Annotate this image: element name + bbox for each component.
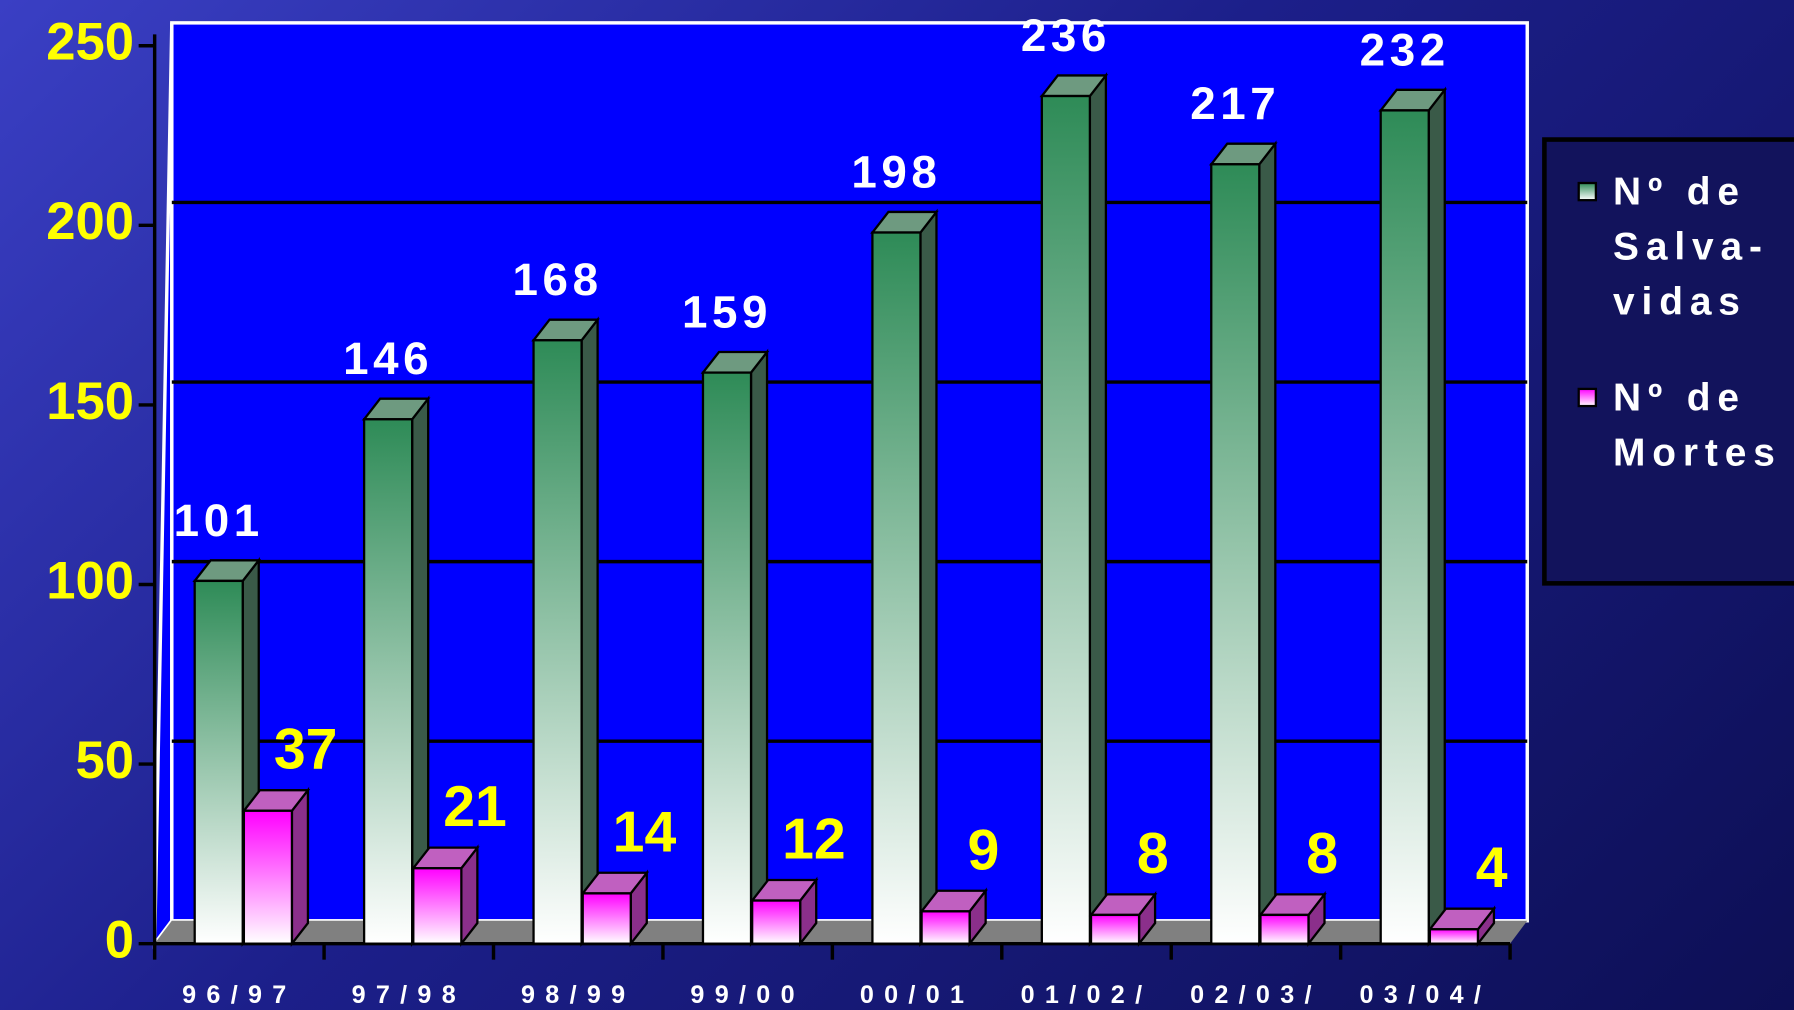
bar-front <box>1428 928 1480 945</box>
bar-front <box>581 892 632 945</box>
value-label: 159 <box>682 286 772 337</box>
bar-front <box>1379 109 1430 945</box>
bar <box>1208 140 1278 947</box>
value-label: 198 <box>851 146 941 197</box>
y-tick-label: 150 <box>46 372 134 431</box>
x-tick-label: 02/03/ <box>1190 981 1322 1009</box>
bar <box>192 556 262 947</box>
bar <box>1039 72 1109 947</box>
y-tick-label: 0 <box>105 911 134 970</box>
value-label: 101 <box>174 495 264 546</box>
x-tick-label: 99/00 <box>690 981 804 1009</box>
bar <box>531 316 600 947</box>
bar-front <box>1089 913 1141 945</box>
bar-front <box>242 809 294 945</box>
side-wall <box>152 22 174 949</box>
y-tick-label: 250 <box>46 13 134 72</box>
bar <box>919 887 988 947</box>
value-label: 8 <box>1306 822 1338 886</box>
bar <box>410 844 480 947</box>
value-label: 9 <box>967 818 999 882</box>
value-label: 37 <box>274 718 338 782</box>
bar-front <box>532 339 583 945</box>
value-label: 14 <box>613 800 677 864</box>
legend-box <box>1542 137 1794 586</box>
y-tick-label: 200 <box>46 192 134 251</box>
bar-front <box>751 899 802 945</box>
bar-front <box>412 867 463 945</box>
legend-swatch <box>1577 387 1598 408</box>
legend-entry: Nº de Salva-vidas <box>1613 170 1769 324</box>
x-tick-label: 00/01 <box>860 981 974 1009</box>
bar <box>700 348 770 947</box>
y-tick-label: 100 <box>46 551 134 610</box>
bar-side <box>580 316 599 947</box>
value-label: 4 <box>1476 836 1508 900</box>
bar-front <box>1259 913 1310 945</box>
value-label: 168 <box>513 254 603 305</box>
bar-side <box>290 786 310 947</box>
bar-front <box>1040 94 1092 945</box>
bar-front <box>362 418 414 945</box>
value-label: 236 <box>1021 10 1111 61</box>
bar <box>580 869 650 947</box>
bar <box>1427 905 1497 947</box>
bar-side <box>919 208 938 947</box>
value-label: 217 <box>1190 78 1280 129</box>
value-label: 21 <box>443 775 507 839</box>
x-tick-label: 01/02/ <box>1021 981 1153 1009</box>
bar-front <box>193 579 244 945</box>
x-tick-label: 98/99 <box>521 981 635 1009</box>
value-label: 8 <box>1137 822 1169 886</box>
value-label: 12 <box>782 807 846 871</box>
bar-front <box>920 910 971 945</box>
legend-entry: Nº de Mortes <box>1613 376 1782 475</box>
y-tick-label: 50 <box>76 731 135 790</box>
value-label: 146 <box>343 333 433 384</box>
bar <box>1088 891 1158 947</box>
bar <box>241 786 311 947</box>
bar-side <box>1088 72 1108 947</box>
legend-label: Nº de Salva-vidas <box>1613 170 1769 324</box>
bar-side <box>749 348 769 947</box>
bar-front <box>701 371 753 945</box>
bar-front <box>1210 163 1261 945</box>
bar <box>749 876 819 947</box>
floor <box>154 920 1528 944</box>
legend-label: Nº de Mortes <box>1613 376 1782 475</box>
x-tick-label: 03/04/ <box>1360 981 1492 1009</box>
bar <box>870 208 939 947</box>
x-tick-label: 96/97 <box>182 981 296 1009</box>
value-label: 232 <box>1360 24 1450 75</box>
legend-swatch <box>1577 181 1598 202</box>
bar <box>1378 86 1448 947</box>
x-tick-label: 97/98 <box>352 981 466 1009</box>
bar-side <box>1258 140 1277 947</box>
bar <box>1258 891 1327 947</box>
bar-side <box>1427 86 1446 947</box>
bar-front <box>871 231 922 945</box>
bar <box>361 395 431 947</box>
